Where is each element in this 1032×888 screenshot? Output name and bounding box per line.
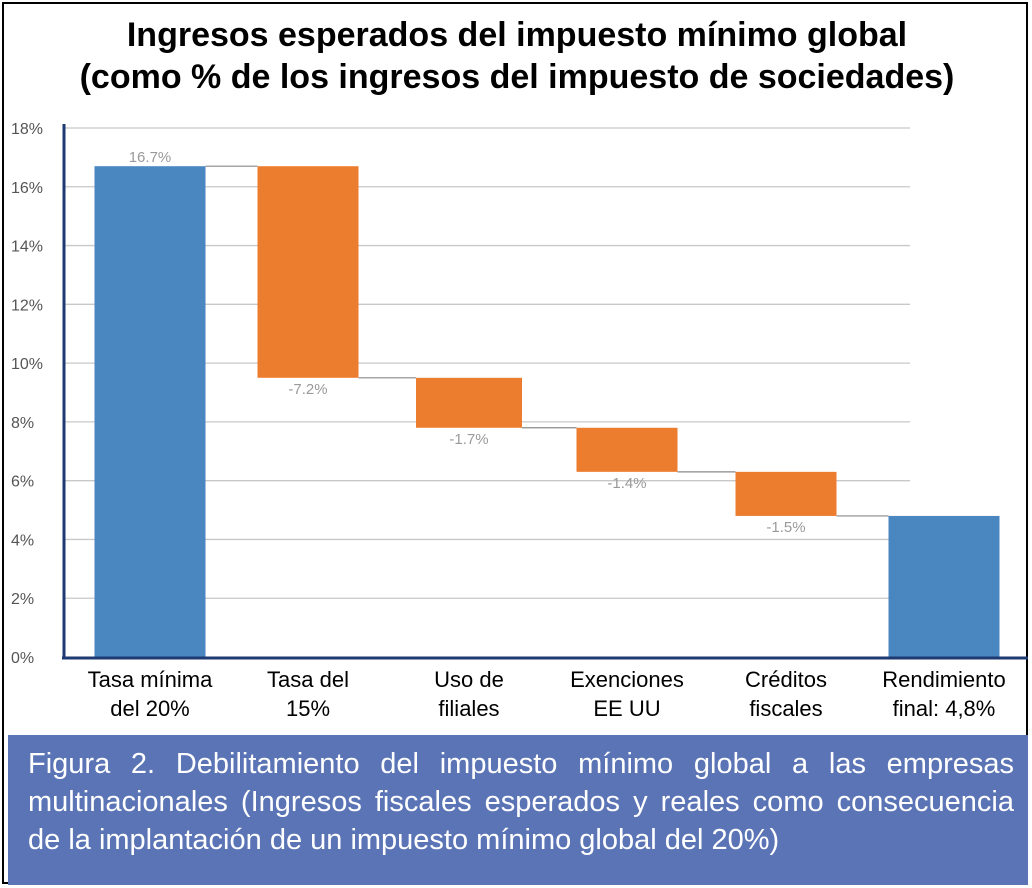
y-tick-label: 4% — [11, 532, 34, 549]
data-label: -1.7% — [449, 431, 488, 448]
total-bar — [888, 515, 1000, 657]
waterfall-chart: 0% 2% 4% 6% 8% 10% 12% 14% 16% 18% 16.7% -7.2% -1.7%… — [11, 121, 1028, 721]
y-tick-label: 14% — [11, 239, 43, 256]
y-tick-label: 8% — [11, 415, 34, 432]
x-category-label: filiales — [438, 696, 499, 721]
x-category-label: Créditos — [745, 667, 827, 692]
x-category-label: Tasa del — [267, 667, 349, 692]
decrease-bar — [576, 427, 678, 472]
x-category-label: 15% — [286, 696, 330, 721]
decrease-bar — [416, 377, 522, 428]
x-category-label: fiscales — [749, 696, 822, 721]
chart-title-line-1: Ingresos esperados del impuesto mínimo g… — [126, 16, 908, 54]
x-category-label: Uso de — [434, 667, 504, 692]
y-tick-label: 0% — [11, 650, 34, 667]
x-category-label: del 20% — [110, 696, 190, 721]
y-tick-label: 2% — [11, 591, 34, 608]
chart-title-line-2: (como % de los ingresos del impuesto de … — [79, 58, 955, 96]
data-label: -1.5% — [766, 519, 805, 536]
y-tick-label: 18% — [11, 121, 43, 138]
x-category-label: EE UU — [593, 696, 660, 721]
decrease-bar — [735, 471, 837, 516]
y-tick-label: 12% — [11, 297, 43, 314]
figure-caption: Figura 2. Debilitamiento del impuesto mí… — [8, 735, 1028, 885]
y-tick-label: 6% — [11, 474, 34, 491]
data-label: 16.7% — [129, 149, 172, 166]
data-label: -1.4% — [607, 475, 646, 492]
x-category-label: Tasa mínima — [88, 667, 213, 692]
x-category-label: Exenciones — [570, 667, 684, 692]
chart-title: Ingresos esperados del impuesto mínimo g… — [4, 14, 1030, 98]
decrease-bar — [257, 166, 359, 378]
x-category-label: final: 4,8% — [893, 696, 996, 721]
y-tick-label: 16% — [11, 180, 43, 197]
data-label: -7.2% — [288, 381, 327, 398]
y-tick-label: 10% — [11, 356, 43, 373]
x-category-label: Rendimiento — [882, 667, 1006, 692]
total-bar — [94, 166, 206, 657]
